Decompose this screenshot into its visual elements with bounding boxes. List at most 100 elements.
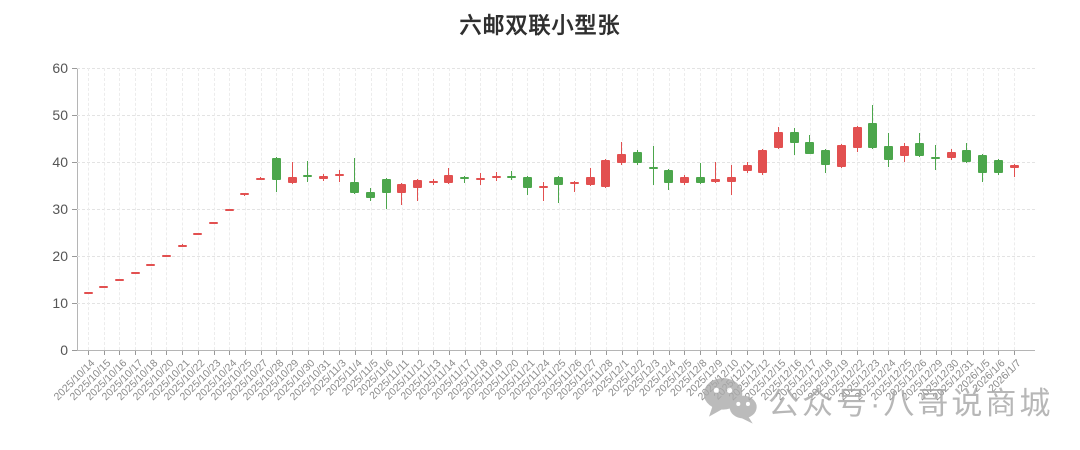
candle-body — [177, 244, 187, 247]
y-axis-tick — [72, 303, 77, 304]
x-axis-tick — [386, 351, 388, 355]
candle-body — [931, 157, 941, 160]
v-gridline — [103, 68, 105, 350]
v-gridline — [433, 68, 435, 350]
candle-body — [318, 176, 328, 179]
x-axis-tick — [998, 351, 1000, 355]
x-axis-tick — [480, 351, 482, 355]
x-axis-tick — [166, 351, 168, 355]
candle-body — [366, 191, 375, 199]
candle-body — [711, 179, 721, 182]
candle-body — [774, 131, 784, 149]
x-axis-tick — [762, 351, 764, 355]
candle-body — [99, 286, 109, 289]
x-axis-tick — [323, 351, 325, 355]
candle-wick — [574, 180, 576, 192]
candle-body — [460, 177, 470, 180]
candle-body — [868, 123, 878, 149]
v-gridline — [794, 68, 796, 350]
x-axis-tick — [197, 351, 199, 355]
v-gridline — [401, 68, 403, 350]
candle-body — [852, 126, 862, 149]
candle-body — [946, 151, 956, 159]
v-gridline — [1014, 68, 1015, 350]
v-gridline — [684, 68, 686, 350]
v-gridline — [307, 68, 309, 350]
v-gridline — [621, 68, 623, 350]
candle-body — [648, 166, 658, 170]
x-axis-tick — [244, 351, 246, 355]
v-gridline — [653, 68, 655, 350]
v-gridline — [417, 68, 419, 350]
candle-body — [507, 176, 517, 179]
y-axis-label: 20 — [52, 248, 68, 264]
candle-body — [114, 279, 124, 282]
candle-wick — [354, 157, 356, 194]
candle-body — [350, 181, 360, 193]
candle-body — [899, 146, 909, 157]
candle-body — [161, 255, 171, 258]
v-gridline — [88, 68, 89, 350]
candle-body — [883, 146, 893, 161]
candle-wick — [385, 178, 387, 210]
v-gridline — [966, 68, 968, 350]
x-axis-tick — [982, 351, 984, 355]
x-axis-tick — [841, 351, 843, 355]
v-gridline — [182, 68, 184, 350]
v-gridline — [292, 68, 294, 350]
x-axis-tick — [276, 351, 278, 355]
candle-body — [444, 175, 454, 184]
y-axis-tick — [72, 209, 77, 210]
x-axis-tick — [103, 351, 105, 355]
v-gridline — [511, 68, 513, 350]
x-axis-tick — [590, 351, 592, 355]
candle-body — [397, 184, 407, 193]
y-axis-label: 60 — [52, 60, 68, 76]
x-axis-tick — [605, 351, 607, 355]
y-axis-tick — [72, 256, 77, 257]
y-axis-tick — [72, 162, 77, 163]
y-axis-label: 0 — [60, 342, 68, 358]
v-gridline — [590, 68, 592, 350]
candle-body — [146, 264, 156, 267]
candle-body — [554, 176, 564, 186]
x-axis-tick — [668, 351, 670, 355]
v-gridline — [323, 68, 325, 350]
v-gridline — [762, 68, 764, 350]
candle-body — [303, 174, 313, 178]
v-gridline — [700, 68, 702, 350]
v-gridline — [668, 68, 670, 350]
v-gridline — [904, 68, 906, 350]
x-axis-line — [77, 350, 1035, 351]
candle-body — [617, 153, 627, 164]
h-gridline — [77, 68, 1035, 69]
v-gridline — [386, 68, 388, 350]
candle-body — [758, 149, 768, 174]
y-axis-label: 50 — [52, 107, 68, 123]
x-axis-tick — [1014, 351, 1015, 355]
v-gridline — [841, 68, 843, 350]
v-gridline — [119, 68, 121, 350]
candle-body — [664, 169, 674, 184]
x-axis-tick — [558, 351, 560, 355]
candle-body — [726, 176, 736, 182]
x-axis-tick — [213, 351, 215, 355]
x-axis-tick — [417, 351, 419, 355]
watermark-text: 公众号·八哥说商城 — [768, 385, 1054, 421]
candle-body — [993, 160, 1003, 174]
candle-body — [130, 272, 140, 275]
candle-body — [428, 181, 438, 184]
x-axis-tick — [401, 351, 403, 355]
candle-body — [475, 177, 485, 180]
x-axis-tick — [511, 351, 513, 355]
x-axis-tick — [448, 351, 450, 355]
v-gridline — [354, 68, 356, 350]
candle-body — [224, 209, 234, 211]
v-gridline — [982, 68, 984, 350]
candle-body — [821, 149, 831, 165]
candle-body — [271, 158, 281, 180]
x-axis-tick — [684, 351, 686, 355]
v-gridline — [951, 68, 953, 350]
x-axis-tick — [292, 351, 294, 355]
